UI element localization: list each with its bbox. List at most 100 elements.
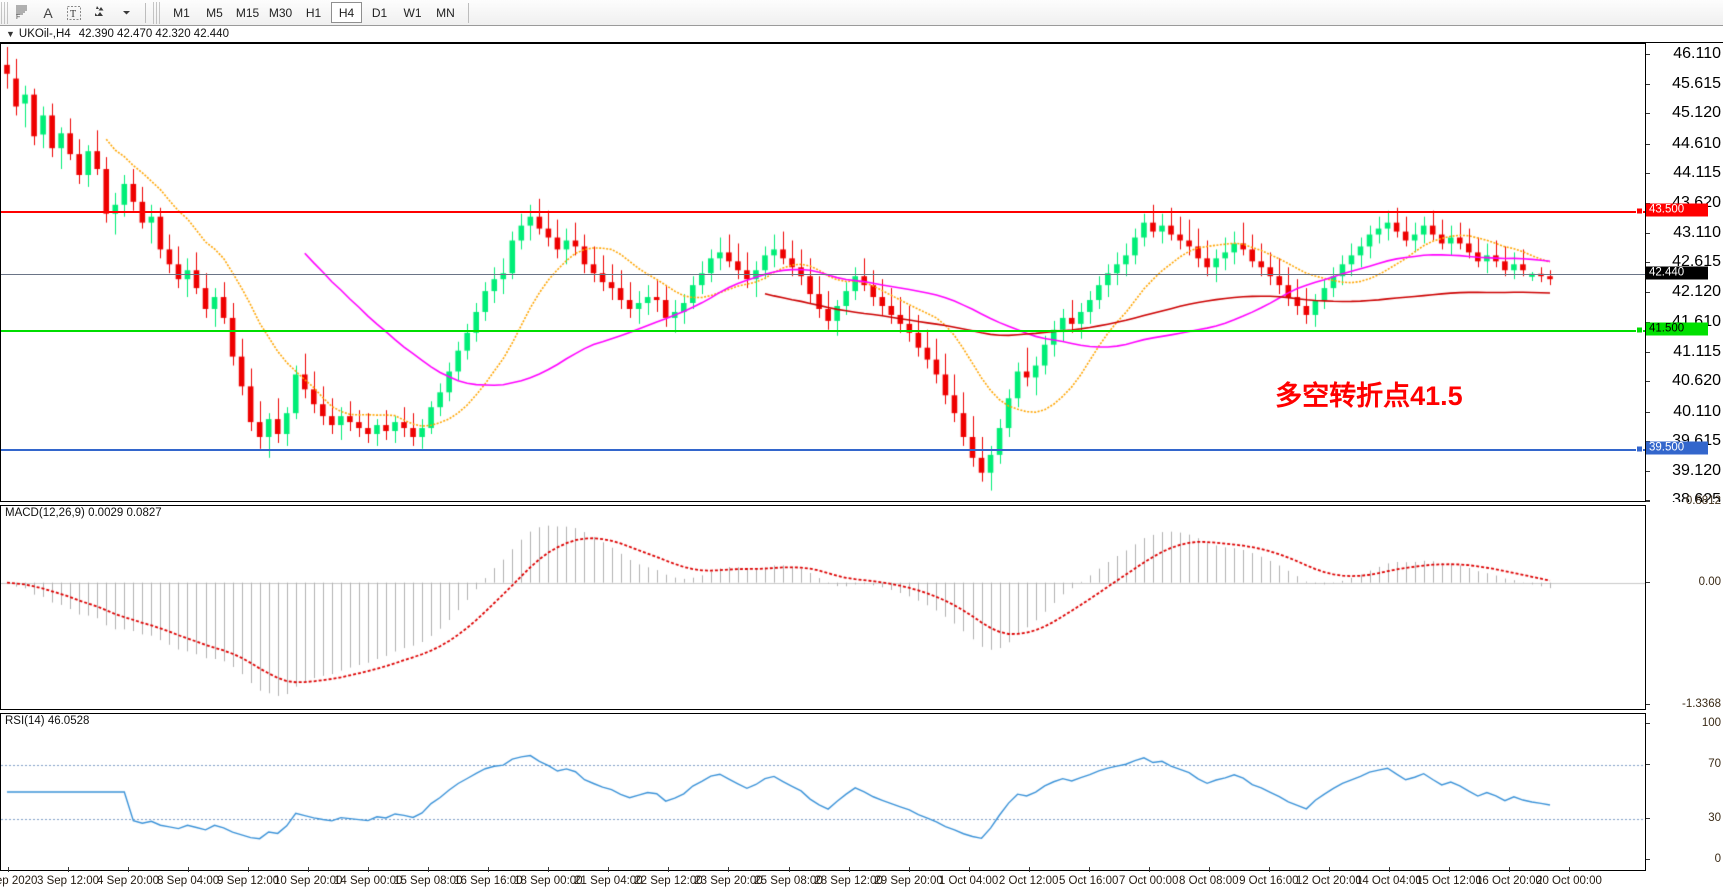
toolbar-divider [145,2,146,23]
time-axis-label: 12 Oct 20:00 [1295,875,1362,887]
timeframe-grip-handle[interactable] [153,1,161,24]
axis-tick-mark [1646,113,1650,115]
axis-tick-mark [1646,859,1650,860]
rsi-axis-tick: 30 [1708,812,1721,825]
time-axis-label: 21 Sep 04:00 [574,875,643,887]
pivot-line[interactable] [1,329,1645,332]
timeframe-m30[interactable]: M30 [268,5,293,20]
symbol-bar: ▼ UKOil-,H4 42.390 42.470 42.320 42.440 [0,26,1723,43]
time-axis-label: 8 Sep 04:00 [157,875,220,887]
time-axis-label: 15 Sep 08:00 [394,875,463,887]
timeframe-d1[interactable]: D1 [371,5,388,20]
time-tick-mark [968,867,970,872]
price-axis-tick: 44.610 [1672,134,1721,152]
time-axis-label: 20 Oct 00:00 [1536,875,1602,887]
price-axis-tick: 43.110 [1673,223,1721,241]
time-tick-mark [128,867,130,872]
time-tick-mark [488,867,490,872]
axis-tick-mark [1646,500,1650,501]
support-line-handle[interactable] [1636,445,1643,453]
time-axis-label: 5 Oct 16:00 [1058,875,1119,887]
time-tick-mark [908,867,910,872]
axis-tick-mark [1646,763,1650,765]
chart-annotation-text: 多空转折点41.5 [1275,381,1463,412]
time-axis-label: 28 Sep 12:00 [814,875,883,887]
time-tick-mark [668,867,670,872]
macd-axis-tick: 0.00 [1698,575,1721,588]
price-tag-39-500[interactable]: 39.500 [1646,441,1708,455]
axis-tick-mark [1646,262,1650,264]
time-axis-label: 25 Sep 08:00 [754,875,823,887]
toolbar-divider-2 [468,2,469,23]
text-tool-icon[interactable]: A [43,4,53,21]
current-price-line[interactable] [1,273,1645,275]
time-tick-mark [1028,867,1030,872]
text-label-icon[interactable]: T [61,1,87,25]
price-axis[interactable]: 46.110 45.615 45.120 44.610 44.115 43.620 43.1… [1646,43,1723,502]
rsi-axis[interactable]: 100 70 30 0 [1646,713,1723,871]
price-axis-tick: 42.120 [1672,282,1721,300]
resistance-line[interactable] [1,210,1645,213]
rsi-axis-tick: 100 [1701,717,1721,729]
toolbar-grip-handle[interactable] [1,1,9,24]
chevron-down-icon[interactable] [113,1,139,25]
price-axis-tick: 40.110 [1673,402,1721,420]
svg-text:F: F [16,14,20,20]
price-axis-tick: 44.115 [1673,164,1721,182]
axis-tick-mark [1646,54,1650,56]
axis-tick-mark [1646,143,1650,145]
chevron-down-icon[interactable]: ▼ [6,29,15,39]
axis-tick-mark [1646,704,1650,705]
time-tick-mark [548,867,550,872]
axis-tick-mark [1646,83,1650,85]
macd-label: MACD(12,26,9) 0.0029 0.0827 [5,507,162,519]
axis-tick-mark [1646,202,1650,204]
pivot-line-handle[interactable] [1636,326,1643,334]
rsi-axis-tick: 0 [1714,853,1721,865]
crosshair-f-icon[interactable]: F [9,1,35,25]
timeframe-w1[interactable]: W1 [403,5,422,20]
price-tag-43-500[interactable]: 43.500 [1646,203,1708,217]
price-axis-tick: 40.620 [1672,372,1721,390]
price-axis-tick: 42.615 [1672,253,1721,271]
time-axis-label: 16 Oct 20:00 [1476,875,1542,887]
time-tick-mark [1208,867,1210,872]
axis-tick-mark [1646,411,1650,413]
time-tick-mark [1088,867,1090,872]
price-tag-41-500[interactable]: 41.500 [1646,322,1708,336]
timeframe-m1[interactable]: M1 [173,5,190,20]
macd-axis-tick: -1.3368 [1681,698,1721,710]
axis-tick-mark [1646,351,1650,353]
macd-axis[interactable]: 0.8812 0.00 -1.3368 [1646,495,1723,710]
timeframe-m15[interactable]: M15 [235,5,260,20]
axis-tick-mark [1646,291,1650,293]
macd-panel[interactable]: MACD(12,26,9) 0.0029 0.0827 [0,505,1646,710]
price-panel[interactable]: 多空转折点41.5 [0,43,1646,502]
price-tag-42-440[interactable]: 42.440 [1646,266,1708,280]
time-tick-mark [848,867,850,872]
axis-tick-mark [1646,723,1650,724]
axis-tick-mark [1646,501,1650,502]
price-axis-tick: 45.615 [1672,74,1721,92]
timeframe-mn[interactable]: MN [436,5,455,20]
price-axis-tick: 41.115 [1673,342,1721,360]
time-axis-label: 1 Oct 04:00 [938,875,999,887]
time-axis-label: 2 Oct 12:00 [998,875,1059,887]
symbol-label: UKOil-,H4 [18,28,71,40]
support-line[interactable] [1,448,1645,451]
macd-axis-tick: 0.8812 [1685,495,1721,507]
time-tick-mark [428,867,430,872]
timeframe-h1[interactable]: H1 [305,5,322,20]
resistance-line-handle[interactable] [1636,207,1643,215]
rsi-panel[interactable]: RSI(14) 46.0528 [0,713,1646,871]
time-tick-mark [1569,867,1570,872]
time-tick-mark [1148,867,1150,872]
objects-list-icon[interactable] [87,1,113,25]
timeframe-m5[interactable]: M5 [206,5,223,20]
time-tick-mark [68,867,70,872]
timeframe-h4[interactable]: H4 [331,2,362,23]
time-tick-mark [1328,867,1330,872]
timeframe-group: M1 M5 M15 M30 H1 H4 D1 W1 MN [165,2,462,23]
time-axis-label: 2 Sep 2020 [0,875,38,887]
